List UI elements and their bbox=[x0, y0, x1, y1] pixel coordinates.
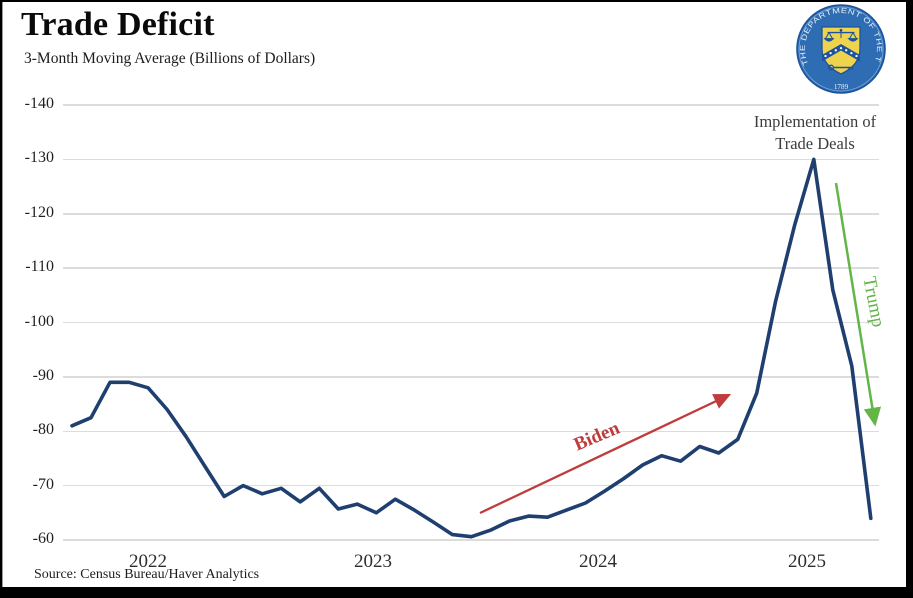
y-gridline bbox=[63, 539, 879, 541]
x-axis-year-label: 2023 bbox=[354, 551, 392, 572]
y-gridline bbox=[63, 267, 879, 269]
seal-year-1789: 1789 bbox=[834, 83, 849, 91]
y-gridline bbox=[63, 158, 879, 161]
y-gridline bbox=[63, 104, 879, 106]
implementation-annotation: Implementation of Trade Deals bbox=[744, 111, 886, 155]
y-axis-tick-label: -100 bbox=[24, 312, 54, 330]
y-gridline bbox=[63, 213, 879, 215]
y-gridline bbox=[63, 376, 879, 378]
y-axis-tick-label: -130 bbox=[24, 149, 54, 167]
y-axis-tick-label: -90 bbox=[32, 366, 54, 384]
treasury-seal-logo: THE DEPARTMENT OF THE TREASURY bbox=[796, 4, 886, 94]
y-gridline bbox=[63, 430, 879, 432]
y-axis-tick-label: -60 bbox=[32, 530, 54, 547]
chevron-stars bbox=[824, 46, 858, 58]
y-gridline bbox=[63, 484, 879, 487]
x-axis-year-label: 2024 bbox=[579, 551, 617, 572]
source-note: Source: Census Bureau/Haver Analytics bbox=[34, 567, 260, 582]
key-icon bbox=[828, 64, 854, 71]
y-axis-tick-label: -80 bbox=[32, 421, 54, 439]
x-axis-year-label: 2025 bbox=[788, 551, 826, 572]
implementation-annotation-line2: Trade Deals bbox=[775, 133, 855, 153]
chart-canvas-background bbox=[2, 2, 906, 587]
y-axis-tick-label: -120 bbox=[24, 203, 54, 221]
y-axis-tick-label: -140 bbox=[24, 95, 54, 112]
x-axis-year-label: 2022 bbox=[129, 551, 167, 572]
y-axis-tick-label: -110 bbox=[25, 258, 54, 276]
page-title: Trade Deficit bbox=[21, 6, 215, 43]
scales-of-justice-icon bbox=[823, 28, 859, 42]
implementation-annotation-line1: Implementation of bbox=[753, 112, 877, 131]
page-subtitle: 3-Month Moving Average (Billions of Doll… bbox=[24, 50, 316, 67]
seal-inner-ring bbox=[798, 6, 884, 92]
y-gridline bbox=[63, 321, 879, 324]
y-axis-tick-label: -70 bbox=[32, 475, 54, 493]
